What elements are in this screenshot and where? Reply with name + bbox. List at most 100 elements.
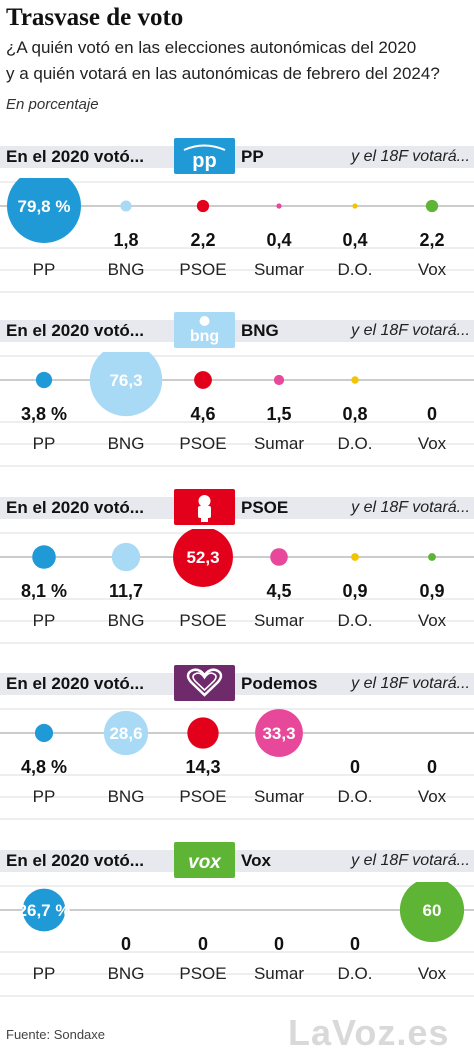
panel-psoe: En el 2020 votó... PSOE y el 18F votará...…: [0, 489, 474, 665]
bubble-vox: [399, 882, 465, 943]
value-label-vox: 0,9: [419, 581, 444, 601]
panel-header: En el 2020 votó... Podemos y el 18F votará…: [0, 673, 474, 695]
value-label-d-o: 0: [350, 934, 360, 954]
value-label-sumar: 4,5: [266, 581, 291, 601]
psoe-fist-rose-icon: [174, 489, 235, 525]
panel-bng: En el 2020 votó... BNG y el 18F votará... b…: [0, 312, 474, 488]
svg-text:pp: pp: [192, 150, 216, 172]
bubble-psoe: [173, 529, 233, 587]
value-label-pp: 8,1 %: [21, 581, 67, 601]
category-label-bng: BNG: [108, 260, 145, 279]
chart-subtitle-line1: ¿A quién votó en las elecciones autonómi…: [6, 38, 417, 57]
chart-title: Trasvase de voto: [6, 4, 184, 31]
category-label-bng: BNG: [108, 611, 145, 630]
bubble-pp: [7, 178, 81, 243]
pp-logo-icon: pp: [174, 138, 235, 174]
bubble-pp: [35, 371, 53, 389]
header-to-label: y el 18F votará...: [351, 148, 470, 165]
source-note: Fuente: Sondaxe: [6, 1027, 106, 1042]
header-to-label: y el 18F votará...: [351, 675, 470, 692]
panel-header: En el 2020 votó... BNG y el 18F votará...: [0, 320, 474, 342]
category-label-vox: Vox: [418, 434, 447, 453]
value-label-psoe: 2,2: [190, 230, 215, 250]
category-label-vox: Vox: [418, 611, 447, 630]
category-label-pp: PP: [33, 434, 56, 453]
bubble-bng: [111, 542, 141, 572]
category-label-sumar: Sumar: [254, 787, 304, 806]
podemos-heart-icon: [174, 665, 235, 701]
panel-header: En el 2020 votó... PSOE y el 18F votará...: [0, 497, 474, 519]
value-label-sumar: 1,5: [266, 404, 291, 424]
value-label-pp: 4,8 %: [21, 757, 67, 777]
header-from-label: En el 2020 votó...: [6, 674, 144, 693]
value-label-pp: 3,8 %: [21, 404, 67, 424]
category-label-bng: BNG: [108, 964, 145, 983]
unit-note: En porcentaje: [6, 96, 99, 113]
bubble-bng: [120, 200, 132, 212]
category-label-vox: Vox: [418, 787, 447, 806]
category-label-pp: PP: [33, 611, 56, 630]
header-from-label: En el 2020 votó...: [6, 851, 144, 870]
bubble-sumar: [255, 709, 303, 757]
bubble-psoe: [187, 717, 219, 749]
category-label-d-o: D.O.: [338, 611, 373, 630]
bubble-pp: [34, 723, 54, 743]
bubble-chart-bng: 3,8 % PP 76,3 BNG 4,6 PSOE 1,5 Sumar 0,8 D.O. 0 Vox: [0, 352, 474, 467]
header-to-label: y el 18F votará...: [351, 322, 470, 339]
svg-text:bng: bng: [190, 328, 219, 345]
origin-party-name: PSOE: [241, 498, 289, 517]
value-label-vox: 0: [427, 404, 437, 424]
value-label-bng: 76,3: [109, 371, 142, 390]
value-label-psoe: 0: [198, 934, 208, 954]
category-label-vox: Vox: [418, 260, 447, 279]
value-label-vox: 60: [423, 901, 442, 920]
value-label-psoe: 14,3: [185, 757, 220, 777]
value-label-bng: 0: [121, 934, 131, 954]
chart-subtitle-line2: y a quién votará en las autonómicas de f…: [6, 64, 440, 83]
category-label-pp: PP: [33, 964, 56, 983]
category-label-psoe: PSOE: [179, 964, 226, 983]
vox-logo-icon: vox: [174, 842, 235, 878]
category-label-sumar: Sumar: [254, 260, 304, 279]
bubble-sumar: [276, 203, 282, 209]
header-from-label: En el 2020 votó...: [6, 321, 144, 340]
bubble-vox: [428, 553, 436, 561]
category-label-bng: BNG: [108, 787, 145, 806]
category-label-vox: Vox: [418, 964, 447, 983]
value-label-d-o: 0,8: [342, 404, 367, 424]
bubble-sumar: [273, 374, 285, 386]
value-label-sumar: 0,4: [266, 230, 291, 250]
bubble-bng: [89, 352, 163, 417]
panel-header: En el 2020 votó... PP y el 18F votará...: [0, 146, 474, 168]
origin-party-name: Vox: [241, 851, 271, 870]
origin-party-name: PP: [241, 147, 264, 166]
panel-vox: En el 2020 votó... Vox y el 18F votará... v…: [0, 842, 474, 1018]
origin-party-name: BNG: [241, 321, 279, 340]
bubble-chart-vox: 26,7 % PP 0 BNG 0 PSOE 0 Sumar 0 D.O. 60 Vox: [0, 882, 474, 997]
bubble-d-o: [352, 203, 358, 209]
header-from-label: En el 2020 votó...: [6, 498, 144, 517]
value-label-d-o: 0,9: [342, 581, 367, 601]
header-from-label: En el 2020 votó...: [6, 147, 144, 166]
panel-pp: En el 2020 votó... PP y el 18F votará... pp…: [0, 138, 474, 314]
value-label-sumar: 0: [274, 934, 284, 954]
bubble-pp: [22, 888, 66, 932]
bubble-chart-psoe: 8,1 % PP 11,7 BNG 52,3 PSOE 4,5 Sumar 0,9 D.O. 0,9…: [0, 529, 474, 644]
category-label-d-o: D.O.: [338, 964, 373, 983]
category-label-bng: BNG: [108, 434, 145, 453]
value-label-vox: 2,2: [419, 230, 444, 250]
category-label-d-o: D.O.: [338, 260, 373, 279]
category-label-sumar: Sumar: [254, 611, 304, 630]
panel-header: En el 2020 votó... Vox y el 18F votará...: [0, 850, 474, 872]
category-label-psoe: PSOE: [179, 787, 226, 806]
value-label-psoe: 52,3: [186, 548, 219, 567]
bubble-bng: [103, 710, 149, 756]
origin-party-name: Podemos: [241, 674, 318, 693]
value-label-psoe: 4,6: [190, 404, 215, 424]
value-label-sumar: 33,3: [262, 724, 295, 743]
panel-podemos: En el 2020 votó... Podemos y el 18F votará…: [0, 665, 474, 841]
bubble-pp: [32, 545, 56, 569]
bubble-d-o: [351, 553, 359, 561]
bubble-psoe: [194, 371, 212, 389]
category-label-psoe: PSOE: [179, 434, 226, 453]
